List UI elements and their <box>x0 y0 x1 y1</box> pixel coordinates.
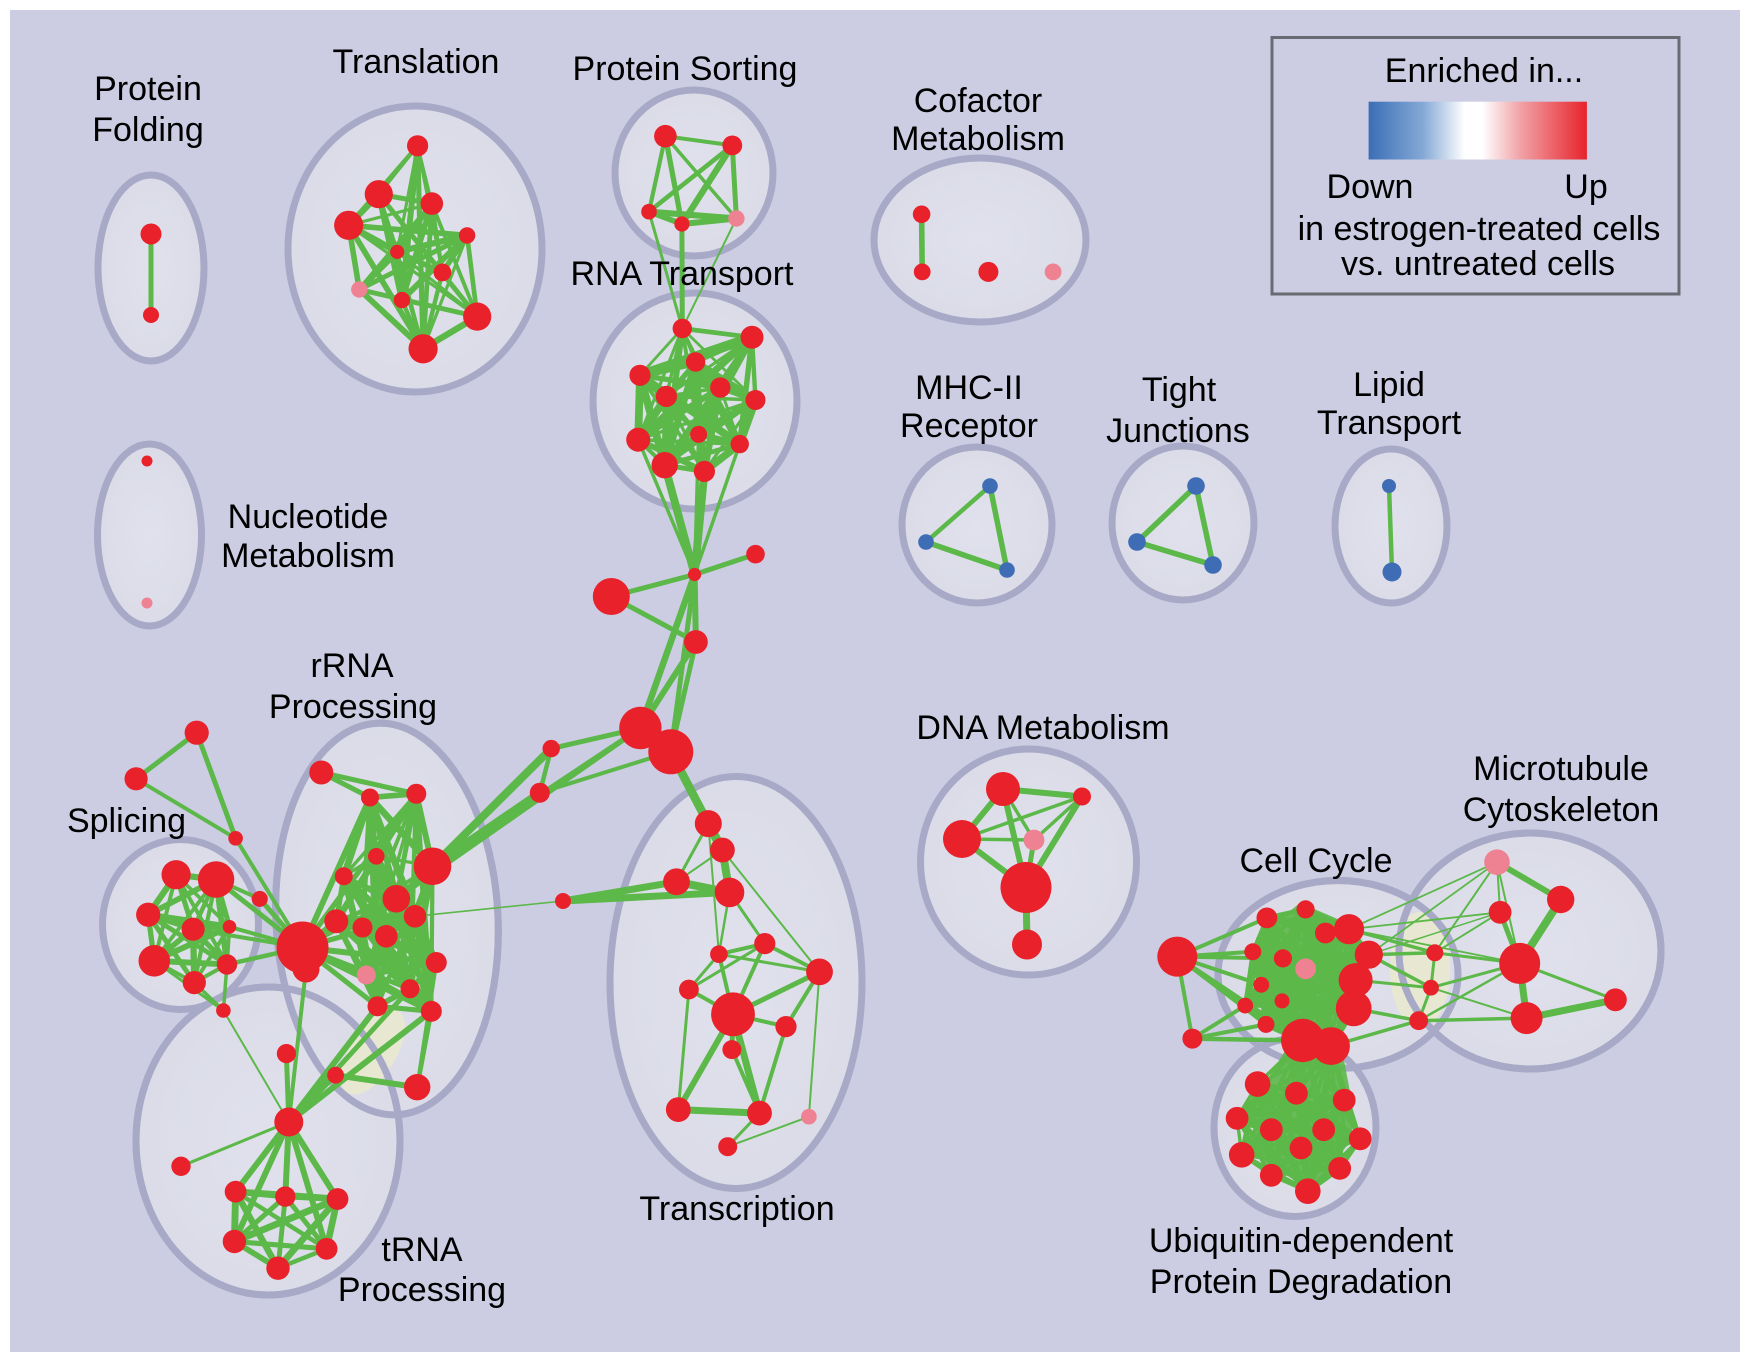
svg-text:Up: Up <box>1564 168 1607 206</box>
svg-text:Processing: Processing <box>338 1271 506 1309</box>
svg-text:Lipid: Lipid <box>1353 366 1425 404</box>
svg-text:Cofactor: Cofactor <box>914 82 1043 120</box>
svg-text:Nucleotide: Nucleotide <box>228 498 389 536</box>
svg-text:Enriched in...: Enriched in... <box>1385 52 1583 90</box>
svg-text:tRNA: tRNA <box>381 1231 463 1269</box>
svg-text:Cell Cycle: Cell Cycle <box>1239 842 1392 880</box>
svg-text:in estrogen-treated cells: in estrogen-treated cells <box>1298 210 1661 248</box>
svg-text:Folding: Folding <box>92 111 204 149</box>
svg-text:Microtubule: Microtubule <box>1473 750 1649 788</box>
svg-text:Cytoskeleton: Cytoskeleton <box>1463 791 1660 829</box>
svg-text:Transcription: Transcription <box>639 1190 834 1228</box>
svg-text:Translation: Translation <box>333 43 500 81</box>
svg-text:Metabolism: Metabolism <box>221 537 395 575</box>
svg-text:Metabolism: Metabolism <box>891 120 1065 158</box>
svg-text:RNA Transport: RNA Transport <box>571 255 795 293</box>
svg-text:Processing: Processing <box>269 688 437 726</box>
svg-text:MHC-II: MHC-II <box>915 369 1023 407</box>
svg-text:Down: Down <box>1327 168 1414 206</box>
svg-text:Receptor: Receptor <box>900 407 1038 445</box>
svg-text:Protein: Protein <box>94 70 202 108</box>
svg-text:Tight: Tight <box>1142 371 1217 409</box>
svg-text:Junctions: Junctions <box>1106 412 1250 450</box>
svg-text:Protein Degradation: Protein Degradation <box>1150 1263 1452 1301</box>
svg-text:Splicing: Splicing <box>67 802 186 840</box>
svg-text:Protein Sorting: Protein Sorting <box>573 50 798 88</box>
svg-text:Transport: Transport <box>1317 404 1462 442</box>
svg-text:Ubiquitin-dependent: Ubiquitin-dependent <box>1149 1222 1454 1260</box>
svg-text:rRNA: rRNA <box>310 647 393 685</box>
svg-text:vs. untreated cells: vs. untreated cells <box>1341 245 1615 283</box>
svg-text:DNA Metabolism: DNA Metabolism <box>916 709 1169 747</box>
